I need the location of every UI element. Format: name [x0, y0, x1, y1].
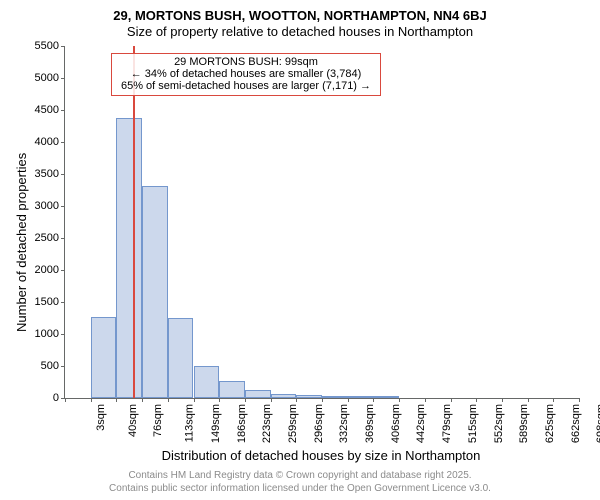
x-tick-label: 259sqm: [287, 398, 299, 443]
x-tick-mark: [116, 398, 117, 402]
callout-box: 29 MORTONS BUSH: 99sqm← 34% of detached …: [111, 53, 381, 96]
x-tick-label: 589sqm: [518, 398, 530, 443]
x-tick-mark: [271, 398, 272, 402]
x-tick-mark: [476, 398, 477, 402]
histogram-bar: [296, 395, 322, 398]
histogram-bar: [219, 381, 245, 398]
histogram-bar: [142, 186, 168, 398]
y-tick: 3000: [35, 200, 65, 212]
histogram-bar: [322, 396, 348, 398]
x-tick-mark: [245, 398, 246, 402]
x-tick-label: 442sqm: [416, 398, 428, 443]
x-tick-mark: [502, 398, 503, 402]
x-tick-label: 515sqm: [467, 398, 479, 443]
x-tick-mark: [296, 398, 297, 402]
x-tick-mark: [348, 398, 349, 402]
x-axis-label: Distribution of detached houses by size …: [64, 448, 578, 463]
y-tick: 5000: [35, 72, 65, 84]
x-tick-mark: [194, 398, 195, 402]
plot-area: 0500100015002000250030003500400045005000…: [64, 46, 579, 399]
x-tick-label: 662sqm: [570, 398, 582, 443]
y-tick: 1500: [35, 296, 65, 308]
y-axis-label: Number of detached properties: [14, 153, 29, 332]
histogram-bar: [168, 318, 194, 398]
x-tick-mark: [451, 398, 452, 402]
x-tick-mark: [322, 398, 323, 402]
histogram-bar: [373, 396, 399, 398]
x-tick-mark: [142, 398, 143, 402]
x-tick-label: 296sqm: [313, 398, 325, 443]
x-tick-mark: [553, 398, 554, 402]
y-tick: 4500: [35, 104, 65, 116]
property-marker-line: [133, 46, 135, 398]
y-tick: 0: [53, 392, 65, 404]
y-tick: 5500: [35, 40, 65, 52]
footer-line2: Contains public sector information licen…: [0, 483, 600, 494]
x-tick-label: 406sqm: [390, 398, 402, 443]
y-tick: 4000: [35, 136, 65, 148]
callout-line: 29 MORTONS BUSH: 99sqm: [118, 56, 374, 68]
histogram-bar: [271, 394, 297, 398]
x-tick-mark: [91, 398, 92, 402]
x-tick-mark: [168, 398, 169, 402]
footer-line1: Contains HM Land Registry data © Crown c…: [0, 470, 600, 481]
histogram-bar: [116, 118, 142, 398]
y-tick: 2500: [35, 232, 65, 244]
x-tick-label: 149sqm: [210, 398, 222, 443]
x-tick-mark: [373, 398, 374, 402]
x-tick-label: 625sqm: [544, 398, 556, 443]
histogram-bar: [245, 390, 271, 398]
x-tick-label: 479sqm: [441, 398, 453, 443]
x-tick-label: 186sqm: [236, 398, 248, 443]
histogram-bar: [91, 317, 117, 398]
x-tick-label: 223sqm: [261, 398, 273, 443]
x-tick-label: 40sqm: [127, 398, 139, 437]
x-tick-label: 698sqm: [595, 398, 600, 443]
callout-line: ← 34% of detached houses are smaller (3,…: [118, 68, 374, 80]
chart-container: 29, MORTONS BUSH, WOOTTON, NORTHAMPTON, …: [0, 0, 600, 500]
x-tick-mark: [579, 398, 580, 402]
histogram-bar: [348, 396, 374, 398]
y-tick: 3500: [35, 168, 65, 180]
x-tick-label: 332sqm: [338, 398, 350, 443]
chart-title-line2: Size of property relative to detached ho…: [0, 24, 600, 39]
y-tick: 500: [41, 360, 65, 372]
chart-title-line1: 29, MORTONS BUSH, WOOTTON, NORTHAMPTON, …: [0, 8, 600, 23]
y-tick: 2000: [35, 264, 65, 276]
x-tick-label: 113sqm: [183, 398, 195, 442]
x-tick-mark: [528, 398, 529, 402]
callout-line: 65% of semi-detached houses are larger (…: [118, 80, 374, 92]
x-tick-label: 552sqm: [493, 398, 505, 443]
y-tick: 1000: [35, 328, 65, 340]
x-tick-mark: [425, 398, 426, 402]
x-tick-mark: [399, 398, 400, 402]
x-tick-label: 369sqm: [364, 398, 376, 443]
x-tick-label: 3sqm: [95, 398, 107, 431]
x-tick-mark: [65, 398, 66, 402]
x-tick-mark: [219, 398, 220, 402]
x-tick-label: 76sqm: [152, 398, 164, 437]
histogram-bar: [194, 366, 220, 398]
